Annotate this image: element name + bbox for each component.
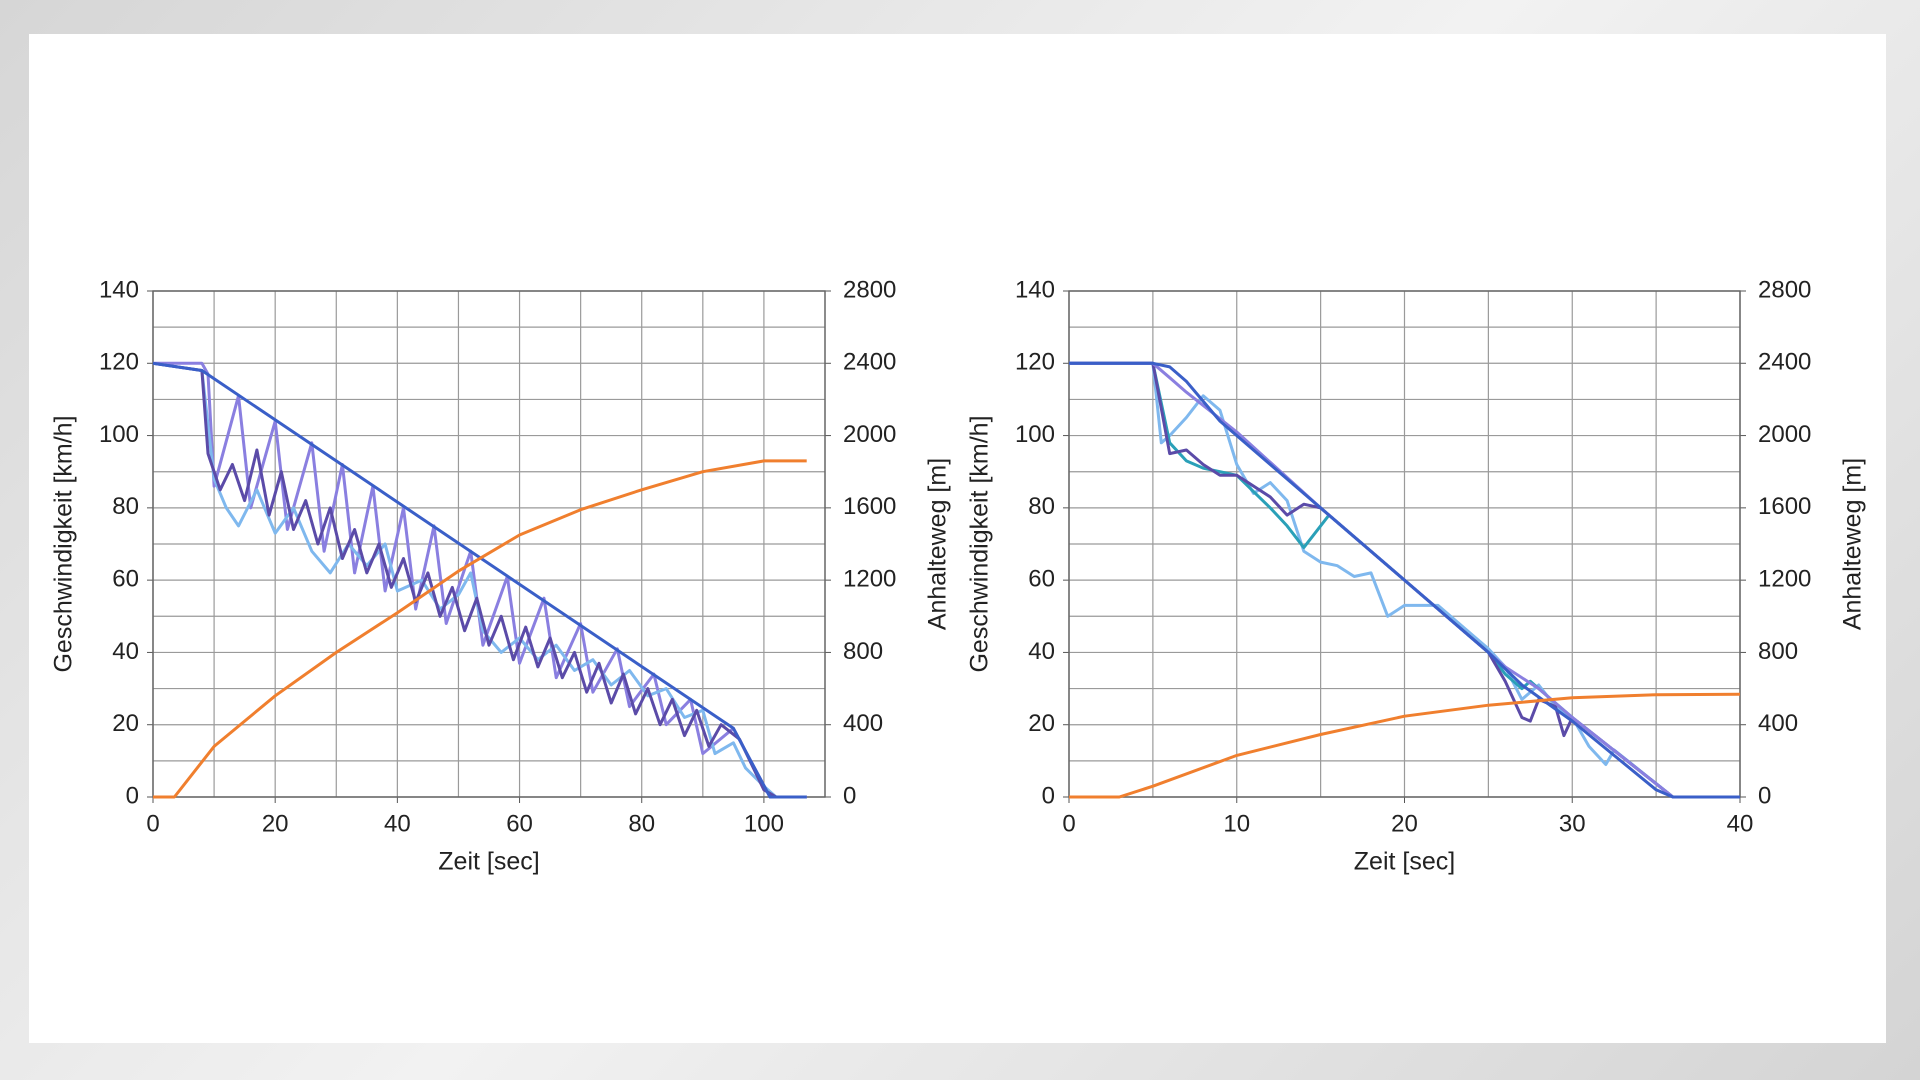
y-tick-label: 120 bbox=[99, 349, 139, 376]
y-tick-label: 20 bbox=[112, 710, 139, 737]
y-tick-label: 40 bbox=[1028, 638, 1055, 665]
y-tick-label: 60 bbox=[1028, 565, 1055, 592]
x-tick-label: 80 bbox=[628, 810, 655, 837]
y2-tick-label: 800 bbox=[1758, 638, 1798, 665]
y-tick-label: 100 bbox=[1015, 421, 1055, 448]
y2-tick-label: 2400 bbox=[1758, 349, 1811, 376]
y2-tick-label: 2000 bbox=[843, 421, 896, 448]
plot-frame bbox=[1068, 290, 1741, 798]
y2-tick-label: 2400 bbox=[843, 349, 896, 376]
x-tick-label: 60 bbox=[506, 810, 533, 837]
x-tick-label: 40 bbox=[384, 810, 411, 837]
x-tick-label: 100 bbox=[744, 810, 784, 837]
y2-axis-label: Anhalteweg [m] bbox=[924, 458, 952, 630]
y-tick-label: 20 bbox=[1028, 710, 1055, 737]
x-tick-label: 10 bbox=[1223, 810, 1250, 837]
y-tick-label: 100 bbox=[99, 421, 139, 448]
y-tick-label: 120 bbox=[1015, 349, 1055, 376]
y2-tick-label: 0 bbox=[843, 782, 856, 809]
y2-tick-label: 400 bbox=[843, 710, 883, 737]
y-tick-label: 140 bbox=[99, 276, 139, 303]
y-tick-label: 40 bbox=[112, 638, 139, 665]
series-line bbox=[152, 361, 807, 799]
x-tick-label: 30 bbox=[1559, 810, 1586, 837]
x-tick-label: 40 bbox=[1727, 810, 1754, 837]
y2-tick-label: 2800 bbox=[843, 276, 896, 303]
y-axis-label: Geschwindigkeit [km/h] bbox=[966, 415, 994, 672]
plot-frame bbox=[152, 290, 826, 798]
x-tick-label: 0 bbox=[146, 810, 159, 837]
y2-tick-label: 0 bbox=[1758, 782, 1771, 809]
y2-tick-label: 800 bbox=[843, 638, 883, 665]
y-axis-label: Geschwindigkeit [km/h] bbox=[50, 415, 78, 672]
y-tick-label: 80 bbox=[1028, 493, 1055, 520]
y2-tick-label: 2000 bbox=[1758, 421, 1811, 448]
y-tick-label: 0 bbox=[1042, 782, 1055, 809]
x-tick-label: 20 bbox=[262, 810, 289, 837]
series-line bbox=[153, 459, 807, 799]
x-tick-label: 20 bbox=[1391, 810, 1418, 837]
x-axis-label: Zeit [sec] bbox=[438, 848, 539, 876]
series-line bbox=[152, 361, 807, 799]
series-line bbox=[152, 361, 807, 799]
y2-tick-label: 2800 bbox=[1758, 276, 1811, 303]
y2-tick-label: 1200 bbox=[1758, 565, 1811, 592]
y-tick-label: 140 bbox=[1015, 276, 1055, 303]
y-tick-label: 0 bbox=[126, 782, 139, 809]
x-tick-label: 0 bbox=[1062, 810, 1075, 837]
y-tick-label: 60 bbox=[112, 565, 139, 592]
y2-axis-label: Anhalteweg [m] bbox=[1839, 458, 1867, 630]
y2-tick-label: 1200 bbox=[843, 565, 896, 592]
y-tick-label: 80 bbox=[112, 493, 139, 520]
y2-tick-label: 400 bbox=[1758, 710, 1798, 737]
x-axis-label: Zeit [sec] bbox=[1354, 848, 1455, 876]
y2-tick-label: 1600 bbox=[843, 493, 896, 520]
y2-tick-label: 1600 bbox=[1758, 493, 1811, 520]
series-line bbox=[1069, 692, 1741, 799]
series-line bbox=[1069, 361, 1740, 799]
